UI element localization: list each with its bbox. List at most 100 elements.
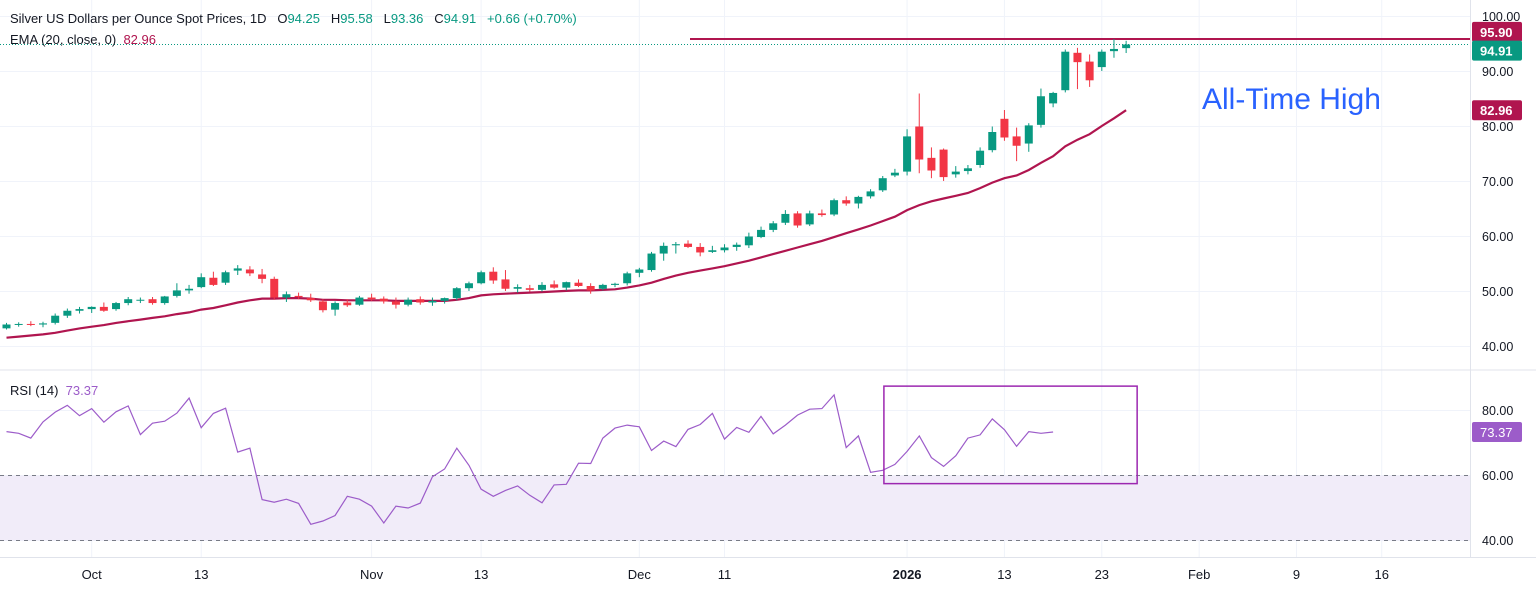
- candle-up: [233, 268, 242, 271]
- candle-down: [306, 298, 315, 301]
- time-tick-label: Nov: [360, 567, 384, 582]
- candle-down: [501, 279, 510, 289]
- candle-up: [197, 277, 206, 288]
- candle-down: [1085, 61, 1094, 81]
- candles: [2, 39, 1131, 330]
- candle-up: [282, 294, 291, 298]
- candle-up: [14, 323, 23, 325]
- candle-up: [452, 288, 461, 299]
- candle-up: [51, 315, 60, 323]
- candle-up: [890, 172, 899, 176]
- price-tick-label: 90.00: [1482, 65, 1513, 79]
- high-label: H: [330, 11, 341, 26]
- candle-up: [720, 247, 729, 251]
- rsi-highlight-rect: [883, 385, 1138, 485]
- rsi-tag-label: 73.37: [1480, 425, 1513, 440]
- time-tick-label: 9: [1293, 567, 1300, 582]
- candle-down: [550, 284, 559, 288]
- candle-up: [878, 178, 887, 191]
- price-tag-bg: [1472, 40, 1522, 61]
- candle-up: [659, 245, 668, 254]
- time-tick-label: 23: [1095, 567, 1109, 582]
- candle-down: [258, 274, 267, 279]
- close-value: 94.91: [443, 11, 477, 26]
- candle-up: [537, 284, 546, 290]
- candle-down: [270, 278, 279, 298]
- candle-down: [915, 126, 924, 160]
- rsi-highlight-box: [883, 385, 1138, 485]
- price-tag-label: 94.91: [1480, 44, 1513, 59]
- ema-path: [6, 109, 1127, 339]
- price-tick-label: 100.00: [1482, 10, 1520, 24]
- candle-down: [294, 295, 303, 297]
- candle-up: [221, 272, 230, 283]
- candle-up: [513, 287, 522, 289]
- candle-down: [1012, 136, 1021, 146]
- candle-up: [63, 310, 72, 316]
- close-label: C: [434, 11, 444, 26]
- low-value: 93.36: [390, 11, 424, 26]
- candle-down: [817, 213, 826, 216]
- candle-down: [343, 302, 352, 306]
- candle-up: [124, 299, 133, 304]
- candle-up: [2, 324, 11, 329]
- time-tick-label: 11: [718, 567, 732, 582]
- change-value: +0.66 (+0.70%): [487, 11, 577, 26]
- candle-up: [671, 244, 680, 246]
- open-value: 94.25: [287, 11, 320, 26]
- candle-up: [769, 223, 778, 230]
- time-tick-label: 13: [194, 567, 208, 582]
- symbol-title: Silver US Dollars per Ounce Spot Prices,…: [10, 11, 267, 26]
- candle-up: [331, 303, 340, 310]
- ema-label: EMA (20, close, 0): [10, 32, 117, 47]
- rsi-line: [6, 393, 1054, 525]
- grid-lines: [0, 0, 1470, 557]
- price-tag-label: 82.96: [1480, 103, 1513, 118]
- candle-down: [574, 282, 583, 286]
- all-time-high-line: [0, 38, 1470, 45]
- open-label: O: [277, 11, 288, 26]
- rsi-value: 73.37: [65, 383, 99, 398]
- candle-down: [586, 286, 595, 291]
- time-tick-label: Feb: [1188, 567, 1210, 582]
- price-tag-bg: [1472, 100, 1522, 121]
- candle-up: [1049, 92, 1058, 104]
- candle-up: [963, 168, 972, 172]
- rsi-path: [6, 393, 1054, 525]
- candle-down: [367, 297, 376, 300]
- candle-down: [489, 271, 498, 281]
- candle-up: [464, 283, 473, 289]
- candle-up: [976, 150, 985, 165]
- candle-up: [708, 250, 717, 252]
- candle-up: [903, 136, 912, 172]
- candle-up: [866, 191, 875, 197]
- candle-down: [1000, 118, 1009, 138]
- price-labels: 95.90 94.91 82.96 73.37: [1472, 21, 1522, 443]
- candle-down: [391, 301, 400, 305]
- candle-up: [39, 323, 48, 325]
- candle-up: [1109, 48, 1118, 52]
- rsi-oversold-band: [0, 475, 1470, 541]
- candle-up: [854, 196, 863, 204]
- candle-up: [355, 297, 364, 305]
- time-tick-label: Oct: [82, 567, 103, 582]
- price-tick-label: 70.00: [1482, 175, 1513, 189]
- price-tick-label: 40.00: [1482, 340, 1513, 354]
- ema-value: 82.96: [123, 32, 156, 47]
- price-tag-bg: [1472, 21, 1522, 42]
- candle-up: [112, 303, 121, 310]
- candle-up: [562, 282, 571, 288]
- candle-down: [793, 213, 802, 226]
- candle-up: [757, 229, 766, 238]
- candle-up: [781, 213, 790, 223]
- rsi-tick-label: 80.00: [1482, 404, 1513, 418]
- candle-up: [75, 309, 84, 311]
- candle-down: [26, 323, 35, 325]
- candle-down: [842, 200, 851, 204]
- rsi-legend: RSI (14) 73.37: [10, 383, 98, 398]
- candle-down: [927, 157, 936, 171]
- candle-up: [404, 299, 413, 305]
- rsi-label: RSI (14): [10, 383, 59, 398]
- time-tick-label: 13: [474, 567, 488, 582]
- candle-up: [477, 272, 486, 284]
